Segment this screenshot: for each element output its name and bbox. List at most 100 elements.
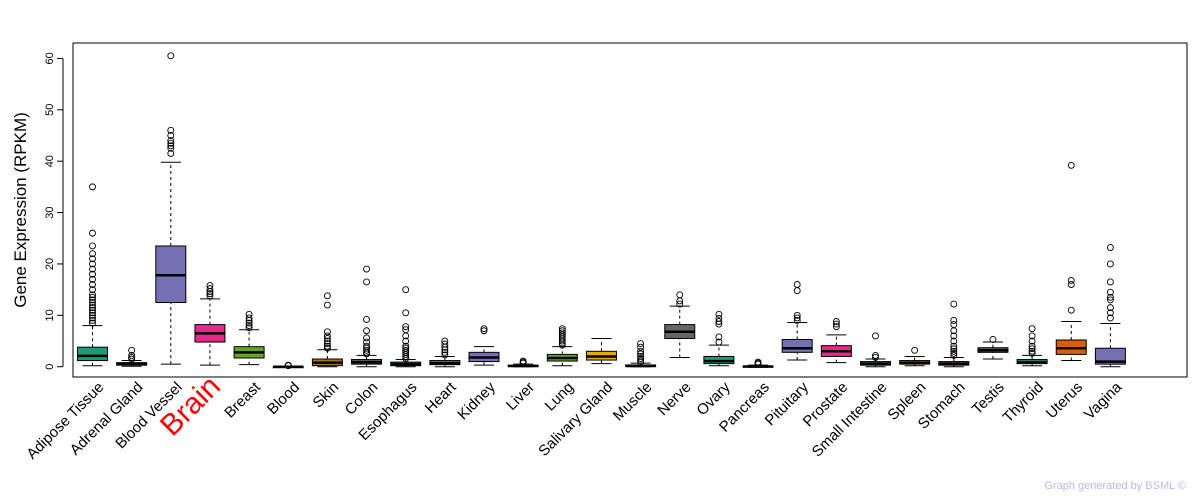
outlier-point [323, 301, 331, 309]
box-heart [429, 337, 461, 368]
outlier-point [128, 351, 136, 359]
outlier-point [89, 270, 96, 278]
x-tick-label: Nerve [654, 379, 694, 419]
x-tick-label: Vagina [1081, 378, 1126, 423]
outlier-point [245, 322, 253, 330]
box-breast [233, 310, 265, 366]
outlier-point [715, 314, 723, 322]
outlier-point [402, 342, 410, 350]
outlier-point [363, 338, 370, 346]
outlier-point [715, 310, 723, 318]
outlier-point [402, 337, 410, 345]
outlier-point [363, 327, 370, 335]
box-pancreas [742, 358, 774, 368]
y-tick-label: 10 [44, 309, 56, 321]
outlier-point [832, 318, 840, 325]
y-tick-label: 20 [44, 258, 56, 270]
x-tick-label: Thyroid [1000, 379, 1047, 426]
box-skin [311, 292, 343, 368]
x-tick-label: Skin [310, 379, 343, 412]
outlier-point [323, 292, 331, 300]
outlier-point [402, 346, 410, 354]
outlier-point [950, 321, 958, 329]
outlier-point [950, 345, 958, 353]
outlier-point [1028, 347, 1036, 355]
outlier-point [637, 340, 645, 348]
box-kidney [468, 325, 500, 366]
outlier-point [89, 309, 96, 317]
outlier-point [89, 296, 96, 304]
outlier-point [950, 347, 958, 355]
outlier-point [832, 320, 840, 328]
outlier-point [323, 335, 331, 342]
outlier-point [989, 336, 997, 343]
y-tick-label: 60 [44, 52, 56, 64]
outlier-point [245, 314, 253, 322]
outlier-point [1106, 293, 1114, 301]
box-nerve [664, 291, 696, 358]
plot-axes: 0 10 20 30 40 50 60 [44, 42, 1188, 378]
outlier-point [89, 250, 96, 258]
outlier-point [89, 265, 96, 273]
outlier-point [1106, 314, 1114, 322]
box-stomach [938, 300, 970, 368]
outlier-point [950, 300, 958, 308]
outlier-point [402, 309, 410, 317]
box-testis [977, 336, 1009, 360]
x-tick-label: Breast [221, 378, 264, 421]
outlier-point [402, 326, 410, 334]
outlier-point [441, 340, 449, 348]
x-tick-label: Kidney [454, 378, 499, 423]
outlier-point [363, 342, 370, 350]
box-blood-vessel [155, 52, 187, 365]
outlier-point [89, 304, 96, 312]
outlier-point [1106, 288, 1114, 296]
outlier-point [89, 242, 96, 250]
iqr-box [1094, 347, 1126, 365]
plot-frame [72, 42, 1188, 378]
iqr-box [77, 346, 108, 362]
outlier-point [676, 291, 684, 299]
outlier-point [872, 332, 879, 340]
outlier-point [1028, 337, 1036, 345]
outlier-point [637, 347, 645, 355]
outlier-point [323, 344, 331, 352]
outlier-point [1028, 342, 1036, 350]
box-spleen [899, 346, 931, 367]
box-colon [351, 265, 383, 368]
outlier-point [754, 358, 762, 366]
outlier-point [715, 318, 723, 325]
outlier-point [363, 334, 370, 342]
outlier-point [284, 361, 292, 369]
outlier-point [89, 183, 96, 191]
outlier-point [167, 142, 175, 150]
outlier-point [793, 287, 801, 295]
outlier-point [363, 315, 370, 323]
outlier-point [167, 126, 175, 134]
y-axis-label: Gene Expression (RPKM) [11, 112, 30, 308]
outlier-point [402, 344, 410, 352]
outlier-point [1067, 161, 1075, 169]
x-tick-label: Lung [542, 379, 578, 415]
x-tick-label: Muscle [610, 379, 656, 425]
outlier-point [89, 281, 96, 288]
x-tick-label: Uterus [1043, 379, 1086, 422]
box-vagina [1094, 244, 1126, 368]
outlier-point [245, 310, 253, 318]
outlier-point [441, 348, 449, 356]
y-tick-label: 30 [44, 206, 56, 218]
boxplot-series [77, 52, 1126, 370]
box-prostate [820, 318, 852, 364]
outlier-point [950, 337, 958, 345]
outlier-point [402, 286, 410, 294]
outlier-point [1106, 296, 1114, 304]
outlier-point [637, 343, 645, 351]
outlier-point [323, 342, 331, 350]
outlier-point [793, 317, 801, 324]
outlier-point [950, 351, 958, 359]
outlier-point [832, 323, 840, 331]
outlier-point [872, 351, 879, 359]
box-small-intestine [860, 332, 891, 368]
